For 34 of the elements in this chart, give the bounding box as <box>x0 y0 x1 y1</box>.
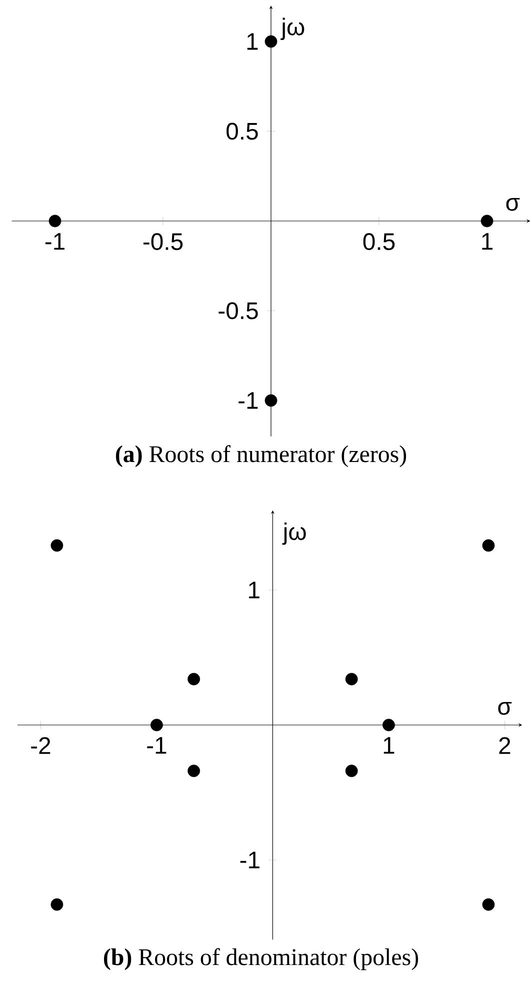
x-tick-label: -1 <box>45 233 64 250</box>
point <box>480 214 493 228</box>
point <box>50 898 63 911</box>
point <box>264 35 277 48</box>
point <box>345 672 358 686</box>
point <box>382 718 395 732</box>
x-tick-label: -2 <box>30 737 50 754</box>
y-axis-title: jω <box>280 18 304 40</box>
point <box>50 539 63 552</box>
y-tick-label: 1 <box>247 33 258 50</box>
point <box>150 718 163 732</box>
x-tick-label: 0.5 <box>363 233 394 250</box>
y-tick-label: -1 <box>240 852 260 868</box>
x-tick-label: 1 <box>384 737 394 754</box>
text: (a) Roots of numerator (zeros) <box>116 445 406 468</box>
point <box>48 214 61 228</box>
y-tick-label: -1 <box>238 392 258 409</box>
y-tick-label: 1 <box>248 582 260 598</box>
x-tick-label: 2 <box>499 737 510 754</box>
x-tick-label: -1 <box>146 737 166 754</box>
point <box>482 898 494 911</box>
x-tick-label: 1 <box>482 233 492 250</box>
point <box>345 764 358 778</box>
point <box>187 672 200 686</box>
x-tick-label: -0.5 <box>143 233 182 250</box>
text: (b) Roots of denominator (poles) <box>104 948 418 970</box>
y-axis-title: jω <box>282 522 306 545</box>
y-tick-label: 0.5 <box>226 122 258 140</box>
point <box>482 539 494 552</box>
point <box>187 764 200 778</box>
x-axis-title: σ <box>498 702 512 715</box>
x-axis-title: σ <box>506 198 520 211</box>
point <box>264 394 277 407</box>
y-tick-label: -0.5 <box>218 302 258 320</box>
